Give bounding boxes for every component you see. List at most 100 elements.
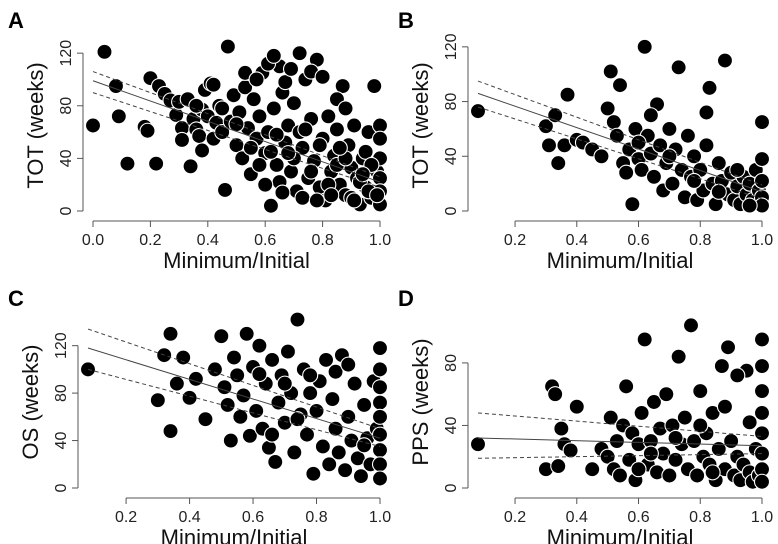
data-point xyxy=(686,172,703,189)
data-point xyxy=(302,385,319,402)
data-point xyxy=(334,77,351,95)
data-point xyxy=(260,439,277,456)
data-point xyxy=(645,168,663,185)
data-point xyxy=(234,150,251,167)
data-point xyxy=(182,158,199,175)
y-tick-label: 120 xyxy=(58,40,75,67)
data-point xyxy=(618,378,635,395)
data-point xyxy=(723,433,740,450)
x-tick-label: 0.8 xyxy=(689,509,711,526)
data-point xyxy=(175,349,192,366)
data-point xyxy=(206,361,224,378)
ci-upper-line xyxy=(477,412,763,437)
data-point xyxy=(308,402,325,419)
data-point xyxy=(264,351,281,368)
data-point xyxy=(330,444,347,461)
data-point xyxy=(559,86,576,103)
data-point xyxy=(323,187,340,204)
regression-line xyxy=(92,80,381,183)
x-tick-label: 1.0 xyxy=(751,509,773,526)
data-point xyxy=(670,59,687,76)
data-point xyxy=(670,348,687,365)
data-point xyxy=(352,468,370,485)
panel-label: C xyxy=(8,286,24,311)
data-point xyxy=(667,429,684,447)
data-point xyxy=(550,155,567,172)
data-point xyxy=(238,325,255,342)
y-tick-label: 120 xyxy=(53,332,70,359)
data-point xyxy=(282,163,300,180)
data-point xyxy=(371,394,389,411)
data-point xyxy=(346,117,363,134)
x-tick-label: 0.2 xyxy=(504,509,526,526)
data-point xyxy=(119,155,136,172)
data-point xyxy=(624,196,641,213)
data-point xyxy=(187,370,204,387)
panel-a: A 0.0 0.2 0.4 0.6 0.8 1.0 0 40 80 120 Minimum/Initi… xyxy=(8,8,391,273)
data-point xyxy=(298,426,316,443)
data-point xyxy=(602,409,619,426)
data-point xyxy=(630,461,647,478)
data-point xyxy=(630,134,647,151)
data-point xyxy=(277,74,294,91)
ci-lower-line xyxy=(92,92,381,188)
data-point xyxy=(235,387,252,404)
data-point xyxy=(327,420,344,437)
data-point xyxy=(282,60,300,77)
data-point xyxy=(716,398,734,415)
panel-b: B 0.2 0.4 0.6 0.8 1.0 0 40 80 120 Minimum/Initial T… xyxy=(398,8,773,273)
data-point xyxy=(289,311,306,328)
data-point xyxy=(248,402,265,419)
data-point xyxy=(356,437,373,454)
x-tick-label: 0.6 xyxy=(242,509,264,526)
y-axis-title: TOT (weeks) xyxy=(408,62,433,188)
data-point xyxy=(661,467,678,484)
data-point xyxy=(698,137,715,154)
x-tick-label: 0.8 xyxy=(311,232,333,249)
ci-upper-line xyxy=(87,328,381,430)
data-point xyxy=(753,172,771,189)
data-point xyxy=(713,357,730,375)
data-point xyxy=(248,71,265,88)
data-point xyxy=(366,77,383,95)
data-point xyxy=(314,68,331,85)
panel-label: D xyxy=(398,286,414,311)
data-point xyxy=(371,456,389,473)
data-point xyxy=(162,423,179,440)
data-point xyxy=(262,197,279,214)
data-point xyxy=(168,375,185,392)
data-point xyxy=(682,317,700,334)
data-point xyxy=(242,139,259,156)
data-point xyxy=(340,356,357,373)
data-point xyxy=(262,143,279,160)
panel-c: C 0.2 0.4 0.6 0.8 1.0 0 40 80 120 Minimum/Initial O… xyxy=(8,286,391,544)
data-point xyxy=(686,148,703,165)
data-point xyxy=(279,343,297,360)
data-point xyxy=(719,339,737,356)
x-axis-title: Minimum/Initial xyxy=(547,248,694,273)
data-point xyxy=(214,124,231,141)
data-point xyxy=(222,432,239,449)
data-point xyxy=(232,408,249,425)
data-point xyxy=(268,126,285,143)
data-point xyxy=(191,127,208,145)
data-point xyxy=(469,103,487,120)
data-point xyxy=(371,408,389,425)
data-point xyxy=(686,433,703,450)
data-point xyxy=(710,183,727,200)
data-point xyxy=(716,52,734,69)
data-point xyxy=(540,137,558,154)
data-point xyxy=(633,404,650,421)
y-tick-label: 40 xyxy=(53,432,70,450)
data-point xyxy=(219,396,236,414)
data-point xyxy=(664,175,681,192)
data-point xyxy=(593,148,610,165)
data-point xyxy=(251,337,268,354)
data-point xyxy=(274,184,291,201)
y-tick-label: 80 xyxy=(443,93,460,111)
data-point xyxy=(251,156,268,174)
data-point xyxy=(346,192,363,209)
data-point xyxy=(710,155,727,172)
x-tick-label: 0.2 xyxy=(139,232,161,249)
data-point xyxy=(689,467,706,484)
